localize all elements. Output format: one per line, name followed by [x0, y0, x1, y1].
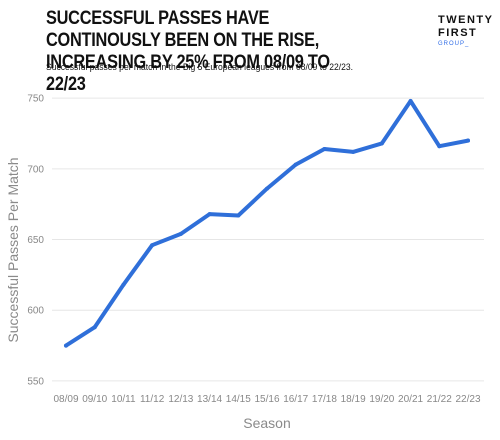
x-tick-label: 13/14	[197, 394, 222, 405]
x-tick-label: 12/13	[168, 394, 193, 405]
twenty-first-group-logo: TWENTY FIRST GROUP_	[438, 14, 494, 47]
x-tick-label: 17/18	[312, 394, 337, 405]
x-tick-label: 20/21	[398, 394, 423, 405]
x-tick-label: 19/20	[369, 394, 394, 405]
x-tick-label: 15/16	[254, 394, 279, 405]
y-tick-label: 650	[27, 235, 44, 246]
logo-line-3: GROUP_	[438, 41, 470, 47]
y-axis-title: Successful Passes Per Match	[5, 157, 21, 342]
chart-title: SUCCESSFUL PASSES HAVE CONTINOUSLY BEEN …	[46, 8, 330, 95]
x-tick-label: 10/11	[111, 394, 136, 405]
y-tick-label: 700	[27, 164, 44, 175]
y-tick-label: 750	[27, 94, 44, 105]
data-point	[293, 162, 298, 167]
data-point	[265, 186, 269, 191]
y-tick-label: 550	[27, 376, 44, 387]
data-point	[408, 98, 413, 103]
x-tick-label: 11/12	[140, 394, 165, 405]
data-point	[207, 212, 212, 217]
x-axis-ticks: 08/09 09/10 10/11 11/12 12/13 13/14 14/15 15/16…	[53, 394, 480, 405]
data-point	[178, 231, 183, 236]
data-point	[150, 243, 155, 248]
data-point	[466, 138, 470, 143]
data-point	[121, 282, 126, 287]
x-tick-label: 21/22	[427, 394, 452, 405]
logo-line-1: TWENTY	[438, 14, 494, 26]
x-tick-label: 14/15	[226, 394, 251, 405]
y-axis-ticks: 550 600 650 700 750	[27, 94, 44, 388]
data-point	[379, 141, 384, 146]
series-group	[64, 98, 470, 348]
y-tick-label: 600	[27, 306, 44, 317]
x-tick-label: 08/09	[53, 394, 78, 405]
x-tick-label: 09/10	[82, 394, 107, 405]
x-tick-label: 16/17	[283, 394, 308, 405]
x-axis-title: Season	[243, 415, 290, 431]
data-point	[322, 147, 327, 152]
series-line	[64, 99, 470, 348]
data-point	[351, 149, 356, 154]
data-point	[236, 213, 241, 218]
x-tick-label: 22/23	[455, 394, 480, 405]
data-point	[437, 144, 442, 149]
data-point	[64, 343, 68, 348]
chart-subtitle: Successful passes per match in the Big 5…	[46, 62, 354, 73]
x-tick-label: 18/19	[341, 394, 366, 405]
data-point	[92, 325, 97, 330]
gridlines	[52, 97, 484, 382]
logo-line-2: FIRST	[438, 27, 478, 39]
